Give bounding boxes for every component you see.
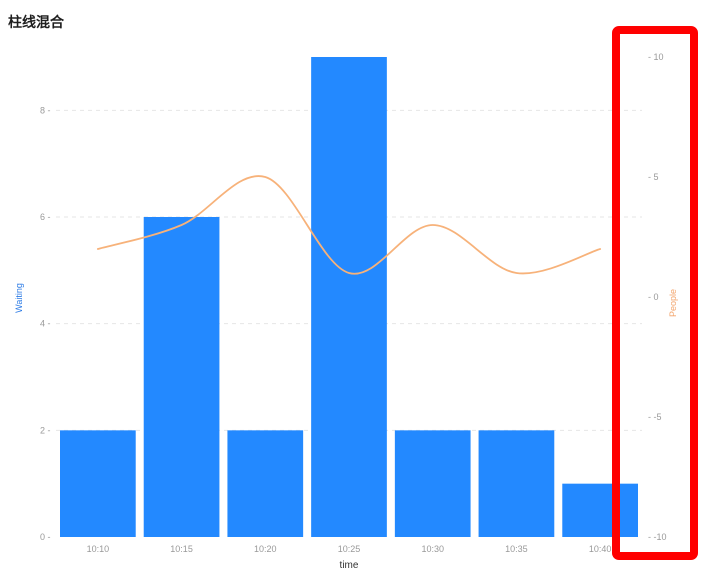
left-tick-label: 0 - [40,532,51,542]
left-tick-label: 4 - [40,319,51,329]
right-tick-label: - 0 [648,292,659,302]
line-series [96,175,602,275]
x-tick-label: 10:20 [254,544,277,554]
x-tick-label: 10:30 [421,544,444,554]
x-axis-title: time [340,560,359,569]
bar-series [60,57,638,537]
bar [227,430,304,537]
left-tick-label: 2 - [40,425,51,435]
left-axis-title: Waiting [14,283,24,313]
bar [60,430,136,537]
bar [478,430,555,537]
right-tick-label: - -5 [648,412,662,422]
right-tick-label: - -10 [648,532,667,542]
bar [143,217,220,537]
line-series-path [96,175,602,275]
x-tick-label: 10:10 [87,544,110,554]
bar [562,483,638,537]
x-tick-label: 10:15 [170,544,193,554]
right-tick-label: - 10 [648,52,664,62]
bar [394,430,471,537]
right-tick-label: - 5 [648,172,659,182]
right-axis: - -10 - -5 - 0 - 5 - 10 [648,52,667,542]
left-axis: 0 - 2 - 4 - 6 - 8 - [40,105,51,542]
left-tick-label: 6 - [40,212,51,222]
chart-title: 柱线混合 [8,15,64,31]
x-tick-label: 10:25 [338,544,361,554]
left-tick-label: 8 - [40,105,51,115]
x-tick-label: 10:35 [505,544,528,554]
highlight-box [612,26,698,560]
right-axis-title: People [668,289,678,317]
x-tick-label: 10:40 [589,544,612,554]
bar [311,57,387,537]
x-axis: 10:10 10:15 10:20 10:25 10:30 10:35 10:40 [87,544,612,554]
